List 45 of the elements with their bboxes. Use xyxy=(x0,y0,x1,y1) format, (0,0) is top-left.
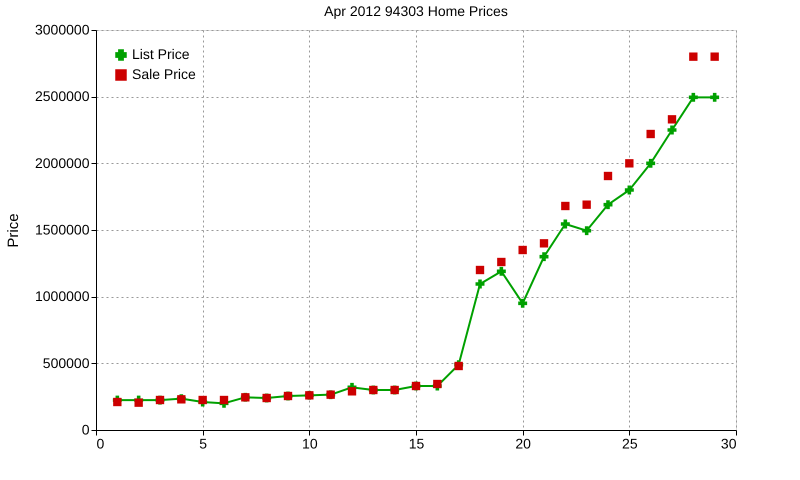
x-tick-label: 20 xyxy=(515,436,532,452)
point xyxy=(646,158,656,168)
point xyxy=(604,172,612,180)
chart-title: Apr 2012 94303 Home Prices xyxy=(324,3,508,19)
y-tick-label: 1500000 xyxy=(34,222,90,238)
point xyxy=(496,266,506,276)
point xyxy=(560,220,570,228)
point xyxy=(646,130,655,138)
point xyxy=(476,280,484,288)
x-tick-label: 10 xyxy=(302,436,318,452)
point xyxy=(668,126,676,134)
x-tick-label: 15 xyxy=(408,436,424,452)
point xyxy=(134,398,143,407)
point xyxy=(689,52,698,61)
point xyxy=(540,239,548,248)
point xyxy=(518,246,527,254)
point xyxy=(540,252,548,262)
y-axis-title: Price xyxy=(4,213,22,248)
point xyxy=(625,159,634,168)
point xyxy=(497,258,506,266)
x-tick-label: 25 xyxy=(622,436,638,452)
point xyxy=(710,92,720,102)
point xyxy=(476,266,484,274)
point xyxy=(710,52,719,61)
point xyxy=(624,186,634,194)
y-tick-label: 2500000 xyxy=(34,88,90,104)
point xyxy=(668,115,676,124)
point xyxy=(220,396,228,404)
point xyxy=(518,298,528,308)
x-tick-label: 0 xyxy=(96,436,104,452)
legend-label: List Price xyxy=(132,46,190,62)
point xyxy=(604,200,612,210)
x-tick-label: 30 xyxy=(720,436,737,452)
y-tick-label: 0 xyxy=(82,422,90,438)
legend-label: Sale Price xyxy=(132,66,196,82)
point xyxy=(688,92,698,102)
point xyxy=(582,226,592,236)
x-tick-label: 5 xyxy=(199,436,208,452)
point xyxy=(582,200,591,209)
point xyxy=(348,387,356,396)
y-tick-label: 500000 xyxy=(42,354,90,371)
point xyxy=(561,202,570,210)
y-tick-label: 2000000 xyxy=(34,154,90,171)
y-tick-label: 1000000 xyxy=(34,288,90,304)
y-tick-label: 3000000 xyxy=(34,22,90,38)
